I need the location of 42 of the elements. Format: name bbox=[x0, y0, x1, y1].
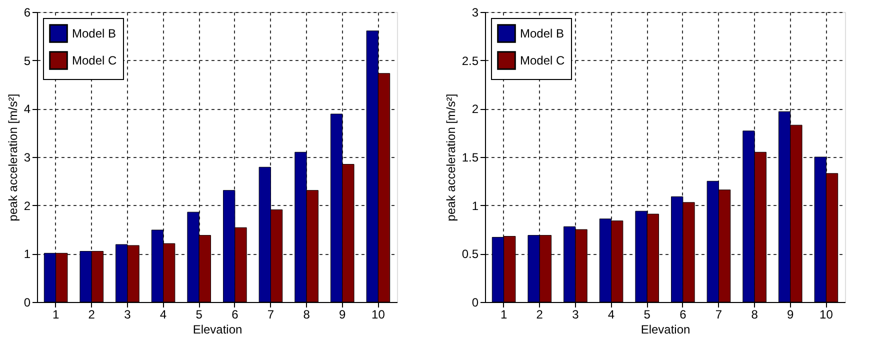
x-tick-label: 7 bbox=[267, 308, 274, 322]
x-tick-label: 1 bbox=[500, 308, 508, 322]
x-tick-label: 4 bbox=[160, 308, 167, 322]
x-tick-label: 3 bbox=[124, 308, 132, 322]
y-tick-label: 4 bbox=[24, 102, 31, 116]
x-tick-label: 8 bbox=[751, 308, 758, 322]
legend-label: Model C bbox=[72, 54, 118, 68]
x-axis-title: Elevation bbox=[192, 322, 242, 336]
x-tick-label: 9 bbox=[339, 308, 346, 322]
y-tick-label: 6 bbox=[24, 6, 31, 20]
y-tick-label: 2.5 bbox=[462, 54, 479, 68]
legend-label: Model B bbox=[520, 26, 564, 40]
x-axis-title: Elevation bbox=[640, 322, 690, 336]
y-tick-label: 0 bbox=[24, 296, 31, 310]
x-tick-label: 6 bbox=[680, 308, 687, 322]
legend-label: Model C bbox=[520, 54, 566, 68]
x-tick-label: 1 bbox=[52, 308, 60, 322]
x-tick-label: 9 bbox=[787, 308, 794, 322]
x-tick-label: 10 bbox=[820, 308, 834, 322]
legend-label: Model B bbox=[72, 26, 116, 40]
y-tick-label: 0.5 bbox=[462, 247, 479, 262]
y-tick-label: 1.5 bbox=[462, 150, 479, 164]
y-tick-label: 2 bbox=[472, 102, 479, 116]
x-tick-label: 4 bbox=[608, 308, 615, 322]
y-tick-label: 1 bbox=[24, 247, 31, 262]
x-tick-label: 5 bbox=[196, 308, 203, 322]
x-tick-label: 8 bbox=[303, 308, 310, 322]
y-axis-title: peak acceleration [m/s²] bbox=[6, 94, 20, 222]
y-tick-label: 1 bbox=[472, 198, 479, 213]
y-tick-label: 3 bbox=[472, 6, 479, 20]
x-tick-label: 3 bbox=[572, 308, 580, 322]
y-axis-title: peak acceleration [m/s²] bbox=[444, 94, 458, 222]
x-tick-label: 7 bbox=[715, 308, 722, 322]
y-tick-label: 3 bbox=[24, 150, 31, 164]
x-tick-label: 2 bbox=[88, 308, 96, 322]
x-tick-label: 2 bbox=[536, 308, 544, 322]
x-tick-label: 5 bbox=[644, 308, 651, 322]
y-tick-label: 0 bbox=[472, 296, 479, 310]
y-tick-label: 2 bbox=[24, 198, 31, 213]
x-tick-label: 10 bbox=[372, 308, 386, 322]
y-tick-label: 5 bbox=[24, 54, 31, 68]
x-tick-label: 6 bbox=[232, 308, 239, 322]
